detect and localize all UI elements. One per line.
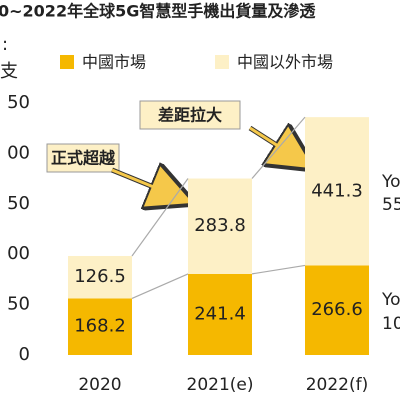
connector: [131, 178, 189, 257]
chart-title: 0~2022年全球5G智慧型手機出貨量及滲透: [0, 2, 316, 21]
value-label: 168.2: [74, 316, 126, 337]
value-label: 266.6: [311, 299, 363, 320]
bar-segment: [68, 255, 132, 299]
arrow: [249, 126, 301, 162]
y-tick-label: 00: [7, 243, 30, 264]
y-tick-label: 00: [7, 142, 30, 163]
value-label: 283.8: [194, 215, 246, 236]
annotation: 正式超越: [46, 143, 179, 199]
arrow: [111, 168, 179, 199]
bar-segment: [188, 273, 252, 355]
annotation-text: 差距拉大: [158, 106, 222, 125]
connector: [131, 273, 189, 300]
connector: [251, 116, 306, 179]
annotation: 差距拉大: [139, 100, 301, 162]
x-tick-label: 2021(e): [187, 375, 254, 395]
annotation-box: [139, 100, 241, 130]
bar-segment: [68, 298, 132, 355]
bar-segment: [305, 117, 369, 266]
x-tick-label: 2022(f): [306, 375, 369, 395]
value-label: 441.3: [311, 180, 363, 201]
y-label: 支: [0, 61, 18, 82]
y-tick-label: 50: [7, 92, 30, 113]
x-tick-label: 2020: [78, 375, 121, 395]
legend-swatch: [215, 55, 229, 69]
side-note: Yo: [381, 290, 400, 310]
annotation-text: 正式超越: [51, 149, 116, 168]
value-label: 241.4: [194, 303, 246, 324]
legend-label: 中國市場: [82, 53, 146, 72]
bar-segment: [305, 265, 369, 355]
value-label: 126.5: [74, 266, 126, 287]
y-label: :: [2, 34, 8, 55]
side-note: 10: [382, 314, 400, 334]
y-tick-label: 0: [19, 344, 30, 365]
side-note: 55: [382, 195, 400, 215]
bar-segment: [188, 178, 252, 274]
legend-label: 中國以外市場: [237, 53, 333, 72]
legend-swatch: [60, 55, 74, 69]
connector: [251, 264, 306, 275]
y-tick-label: 50: [7, 193, 30, 214]
y-tick-label: 50: [7, 294, 30, 315]
side-note: Yo: [381, 172, 400, 192]
annotation-box: [46, 143, 120, 173]
